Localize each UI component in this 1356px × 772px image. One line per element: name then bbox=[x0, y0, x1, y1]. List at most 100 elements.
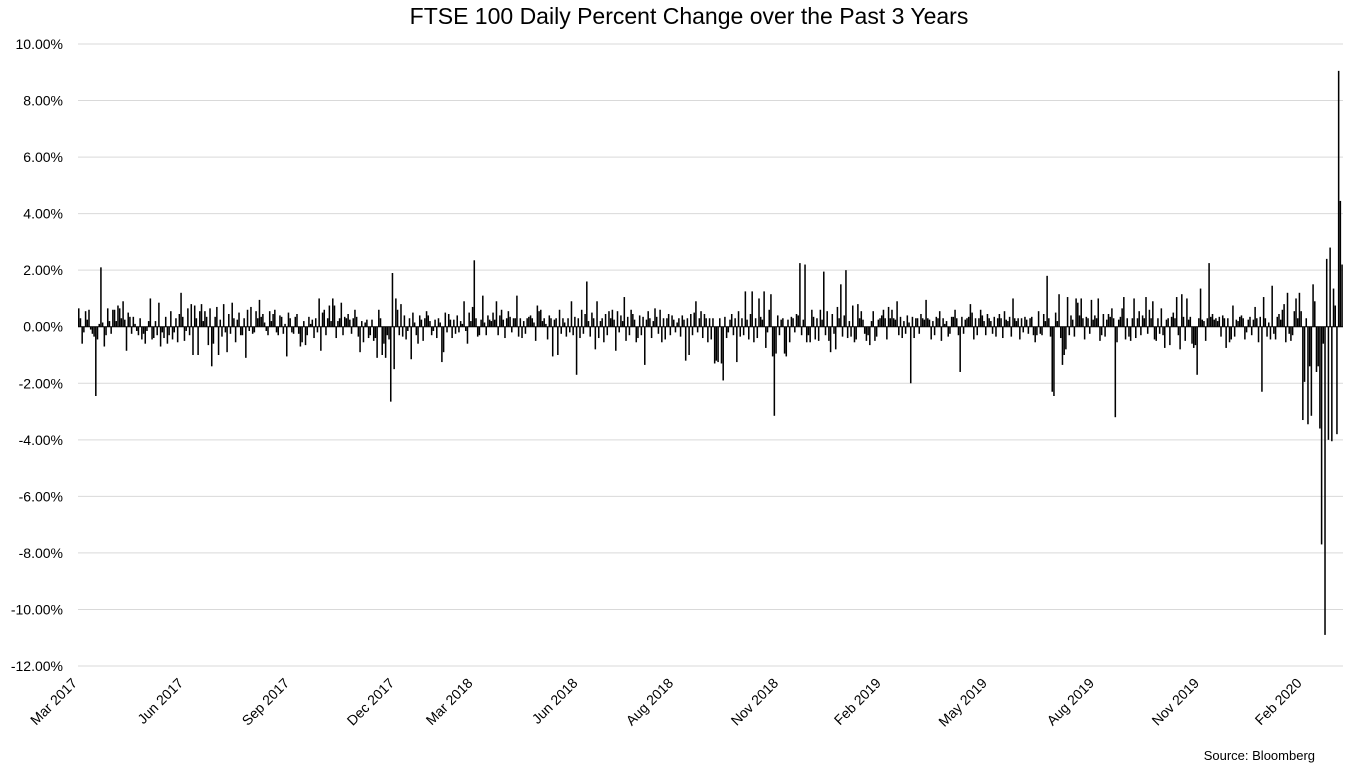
daily-change-bar bbox=[1003, 311, 1006, 327]
daily-change-bar bbox=[1031, 316, 1033, 327]
daily-change-bar bbox=[727, 326, 730, 333]
daily-change-bar bbox=[314, 318, 317, 327]
daily-change-bar bbox=[1177, 326, 1180, 336]
daily-change-bar bbox=[476, 326, 479, 337]
daily-change-bar bbox=[117, 305, 119, 327]
daily-change-bar bbox=[857, 304, 859, 327]
daily-change-bar bbox=[1331, 326, 1333, 442]
daily-change-bar bbox=[1189, 316, 1192, 327]
daily-change-bar bbox=[338, 318, 341, 327]
daily-change-bar bbox=[1136, 318, 1139, 327]
daily-change-bar bbox=[642, 316, 644, 327]
daily-change-bar bbox=[1061, 326, 1064, 365]
daily-change-bar bbox=[604, 314, 607, 327]
daily-change-bar bbox=[650, 326, 653, 339]
daily-change-bar bbox=[853, 326, 856, 343]
daily-change-bar bbox=[1059, 326, 1062, 339]
daily-change-bar bbox=[579, 326, 581, 339]
daily-change-bar bbox=[272, 314, 274, 327]
daily-change-bar bbox=[570, 301, 573, 327]
daily-change-bar bbox=[301, 326, 303, 343]
daily-change-bar bbox=[1131, 318, 1134, 327]
daily-change-bar bbox=[1281, 309, 1284, 327]
daily-change-bar bbox=[292, 326, 295, 334]
daily-change-bar bbox=[1186, 298, 1188, 327]
daily-change-bar bbox=[744, 291, 747, 327]
daily-change-bar bbox=[115, 321, 118, 327]
daily-change-bar bbox=[453, 319, 455, 327]
daily-change-bar bbox=[388, 326, 390, 340]
daily-change-bar bbox=[291, 326, 293, 333]
daily-change-bar bbox=[439, 322, 441, 327]
daily-change-bar bbox=[761, 319, 764, 327]
daily-change-bar bbox=[536, 305, 539, 327]
daily-change-bar bbox=[475, 318, 477, 327]
daily-change-bar bbox=[1210, 316, 1212, 327]
x-tick-label: Aug 2019 bbox=[1043, 675, 1097, 729]
daily-change-bar bbox=[1261, 326, 1263, 392]
daily-change-bar bbox=[928, 319, 931, 327]
daily-change-bar bbox=[1322, 326, 1325, 344]
daily-change-bar bbox=[176, 326, 179, 343]
daily-change-bar bbox=[788, 326, 791, 343]
daily-change-bar bbox=[425, 311, 428, 327]
daily-change-bar bbox=[287, 312, 290, 327]
daily-change-bar bbox=[833, 326, 835, 334]
daily-change-bar bbox=[330, 321, 332, 327]
daily-change-bar bbox=[679, 326, 682, 337]
daily-change-bar bbox=[354, 309, 356, 327]
x-tick-label: Sep 2017 bbox=[239, 675, 293, 729]
daily-change-bar bbox=[828, 326, 830, 341]
daily-change-bar bbox=[493, 319, 496, 327]
daily-change-bar bbox=[347, 314, 349, 327]
daily-change-bar bbox=[417, 326, 419, 344]
gridlines bbox=[78, 43, 1343, 667]
daily-change-bar bbox=[1179, 326, 1181, 350]
daily-change-bar bbox=[618, 326, 620, 333]
daily-change-bar bbox=[567, 318, 569, 327]
daily-change-bar bbox=[696, 326, 699, 333]
daily-change-bar bbox=[555, 318, 557, 327]
daily-change-bar bbox=[770, 294, 772, 327]
daily-change-bar bbox=[478, 326, 481, 336]
daily-change-bar bbox=[736, 326, 738, 363]
daily-change-bar bbox=[303, 321, 305, 327]
daily-change-bar bbox=[797, 315, 799, 327]
daily-change-bar bbox=[1119, 316, 1122, 327]
daily-change-bar bbox=[1225, 326, 1227, 348]
daily-change-bar bbox=[1317, 326, 1319, 367]
daily-change-bar bbox=[253, 326, 256, 333]
daily-change-bar bbox=[1337, 70, 1340, 327]
daily-change-bar bbox=[809, 326, 811, 343]
daily-change-bar bbox=[904, 326, 907, 334]
y-tick-label: -10.00% bbox=[11, 601, 63, 617]
daily-change-bar bbox=[490, 321, 493, 327]
daily-change-bar bbox=[1129, 326, 1132, 341]
daily-change-bar bbox=[1269, 326, 1272, 340]
daily-change-bar bbox=[263, 322, 266, 327]
daily-change-bar bbox=[164, 316, 167, 327]
daily-change-bar bbox=[1037, 311, 1040, 327]
daily-change-bar bbox=[212, 326, 215, 344]
daily-change-bar bbox=[1208, 263, 1210, 327]
daily-change-bar bbox=[635, 326, 638, 343]
daily-change-bar bbox=[1174, 318, 1176, 327]
daily-change-bar bbox=[1198, 318, 1200, 327]
daily-change-bar bbox=[187, 308, 189, 327]
daily-change-bar bbox=[737, 311, 740, 327]
daily-change-bar bbox=[262, 314, 264, 327]
daily-change-bar bbox=[1230, 326, 1233, 340]
daily-change-bar bbox=[393, 326, 395, 370]
daily-change-bar bbox=[195, 318, 198, 327]
daily-change-bar bbox=[299, 326, 302, 347]
daily-change-bar bbox=[1341, 264, 1343, 327]
daily-change-bar bbox=[1329, 247, 1331, 327]
daily-change-bar bbox=[1254, 306, 1256, 327]
daily-change-bar bbox=[538, 311, 540, 327]
daily-change-bar bbox=[103, 326, 106, 347]
daily-change-bar bbox=[224, 326, 227, 333]
daily-change-bar bbox=[1138, 311, 1140, 327]
daily-change-bar bbox=[886, 326, 888, 340]
daily-change-bar bbox=[947, 326, 949, 337]
daily-change-bar bbox=[875, 326, 878, 337]
